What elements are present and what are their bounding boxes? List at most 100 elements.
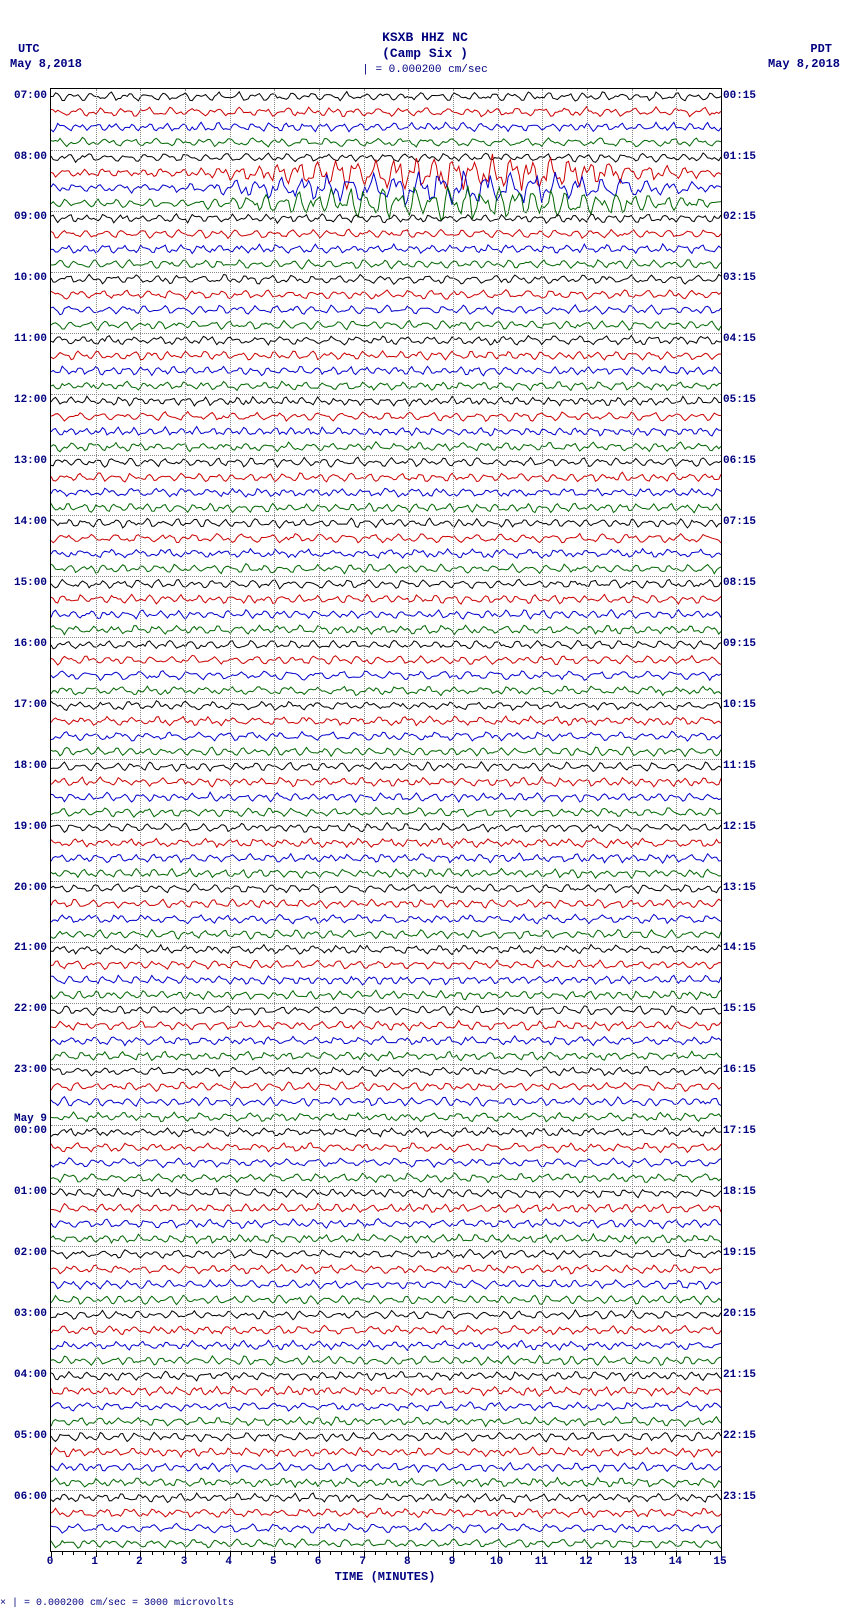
left-time-label: 14:00 [14, 516, 47, 528]
trace-line [51, 1204, 721, 1213]
trace-line [51, 1143, 721, 1153]
trace-line [51, 549, 721, 558]
trace-line [51, 534, 721, 543]
trace-line [51, 1188, 721, 1197]
left-time-label: 06:00 [14, 1491, 47, 1503]
right-date: May 8,2018 [768, 57, 840, 71]
xaxis-tick-label: 2 [136, 1556, 143, 1568]
trace-line [51, 186, 721, 220]
left-timezone: UTC [18, 42, 40, 56]
trace-line [51, 351, 721, 360]
left-time-label: 01:00 [14, 1186, 47, 1198]
trace-line [51, 838, 721, 847]
trace-line [51, 899, 721, 908]
trace-line [51, 396, 721, 406]
right-time-label: 21:15 [723, 1369, 756, 1381]
trace-line [51, 625, 721, 635]
trace-line [51, 274, 721, 284]
trace-line [51, 1173, 721, 1183]
trace-line [51, 594, 721, 604]
trace-line [51, 1021, 721, 1031]
left-time-label: 00:00 [14, 1125, 47, 1137]
xaxis-tick-label: 6 [315, 1556, 322, 1568]
trace-line [51, 868, 721, 878]
xaxis-tick-label: 5 [270, 1556, 277, 1568]
trace-line [51, 640, 721, 649]
trace-line [51, 1371, 721, 1381]
trace-line [51, 1067, 721, 1077]
trace-line [51, 412, 721, 422]
trace-line [51, 1417, 721, 1427]
xaxis-tick-label: 3 [181, 1556, 188, 1568]
trace-line [51, 137, 721, 147]
trace-line [51, 1386, 721, 1396]
trace-line [51, 807, 721, 817]
trace-line [51, 1006, 721, 1016]
right-time-label: 08:15 [723, 577, 756, 589]
trace-line [51, 1112, 721, 1122]
trace-line [51, 975, 721, 985]
xaxis-title: TIME (MINUTES) [0, 1570, 770, 1584]
trace-line [51, 1234, 721, 1244]
trace-line [51, 229, 721, 238]
left-time-label: 17:00 [14, 699, 47, 711]
xaxis-tick-label: 1 [91, 1556, 98, 1568]
left-time-label: 22:00 [14, 1003, 47, 1015]
station-location: (Camp Six ) [0, 46, 850, 61]
trace-line [51, 153, 721, 162]
right-time-label: 01:15 [723, 151, 756, 163]
left-time-label: 19:00 [14, 821, 47, 833]
trace-line [51, 1356, 721, 1366]
right-time-label: 12:15 [723, 821, 756, 833]
left-time-label: 15:00 [14, 577, 47, 589]
trace-line [51, 1462, 721, 1472]
trace-line [51, 457, 721, 467]
trace-line [51, 792, 721, 802]
left-time-label: 16:00 [14, 638, 47, 650]
trace-line [51, 154, 721, 191]
left-time-label: 02:00 [14, 1247, 47, 1259]
scale-text: | = 0.000200 cm/sec [0, 64, 850, 76]
trace-line [51, 884, 721, 894]
trace-line [51, 472, 721, 482]
left-time-label: 21:00 [14, 942, 47, 954]
trace-line [51, 290, 721, 300]
trace-line [51, 1249, 721, 1259]
right-time-label: 10:15 [723, 699, 756, 711]
left-time-label: 23:00 [14, 1064, 47, 1076]
left-time-label: 05:00 [14, 1430, 47, 1442]
trace-line [51, 579, 721, 588]
station-code: KSXB HHZ NC [0, 30, 850, 45]
left-time-label: 20:00 [14, 882, 47, 894]
date-prefix: May 9 [14, 1113, 47, 1125]
trace-line [51, 1158, 721, 1168]
trace-line [51, 716, 721, 726]
trace-line [51, 747, 721, 756]
trace-line [51, 1493, 721, 1502]
trace-line [51, 1539, 721, 1548]
trace-line [51, 1097, 721, 1107]
trace-line [51, 823, 721, 833]
trace-line [51, 655, 721, 665]
trace-line [51, 488, 721, 497]
trace-line [51, 336, 721, 345]
left-time-label: 12:00 [14, 394, 47, 406]
trace-line [51, 914, 721, 924]
left-time-label: 11:00 [14, 333, 47, 345]
trace-line [51, 777, 721, 787]
left-time-label: 07:00 [14, 90, 47, 102]
trace-line [51, 1082, 721, 1092]
right-time-label: 09:15 [723, 638, 756, 650]
trace-line [51, 503, 721, 513]
left-time-label: 13:00 [14, 455, 47, 467]
left-time-label: 18:00 [14, 760, 47, 772]
trace-line [51, 260, 721, 269]
trace-line [51, 1051, 721, 1060]
trace-line [51, 1310, 721, 1320]
trace-line [51, 1219, 721, 1229]
right-time-label: 06:15 [723, 455, 756, 467]
seismogram-container: KSXB HHZ NC (Camp Six ) | = 0.000200 cm/… [0, 0, 850, 1613]
xaxis-tick-label: 15 [713, 1556, 726, 1568]
trace-line [51, 1280, 721, 1290]
xaxis-tick-label: 11 [535, 1556, 548, 1568]
